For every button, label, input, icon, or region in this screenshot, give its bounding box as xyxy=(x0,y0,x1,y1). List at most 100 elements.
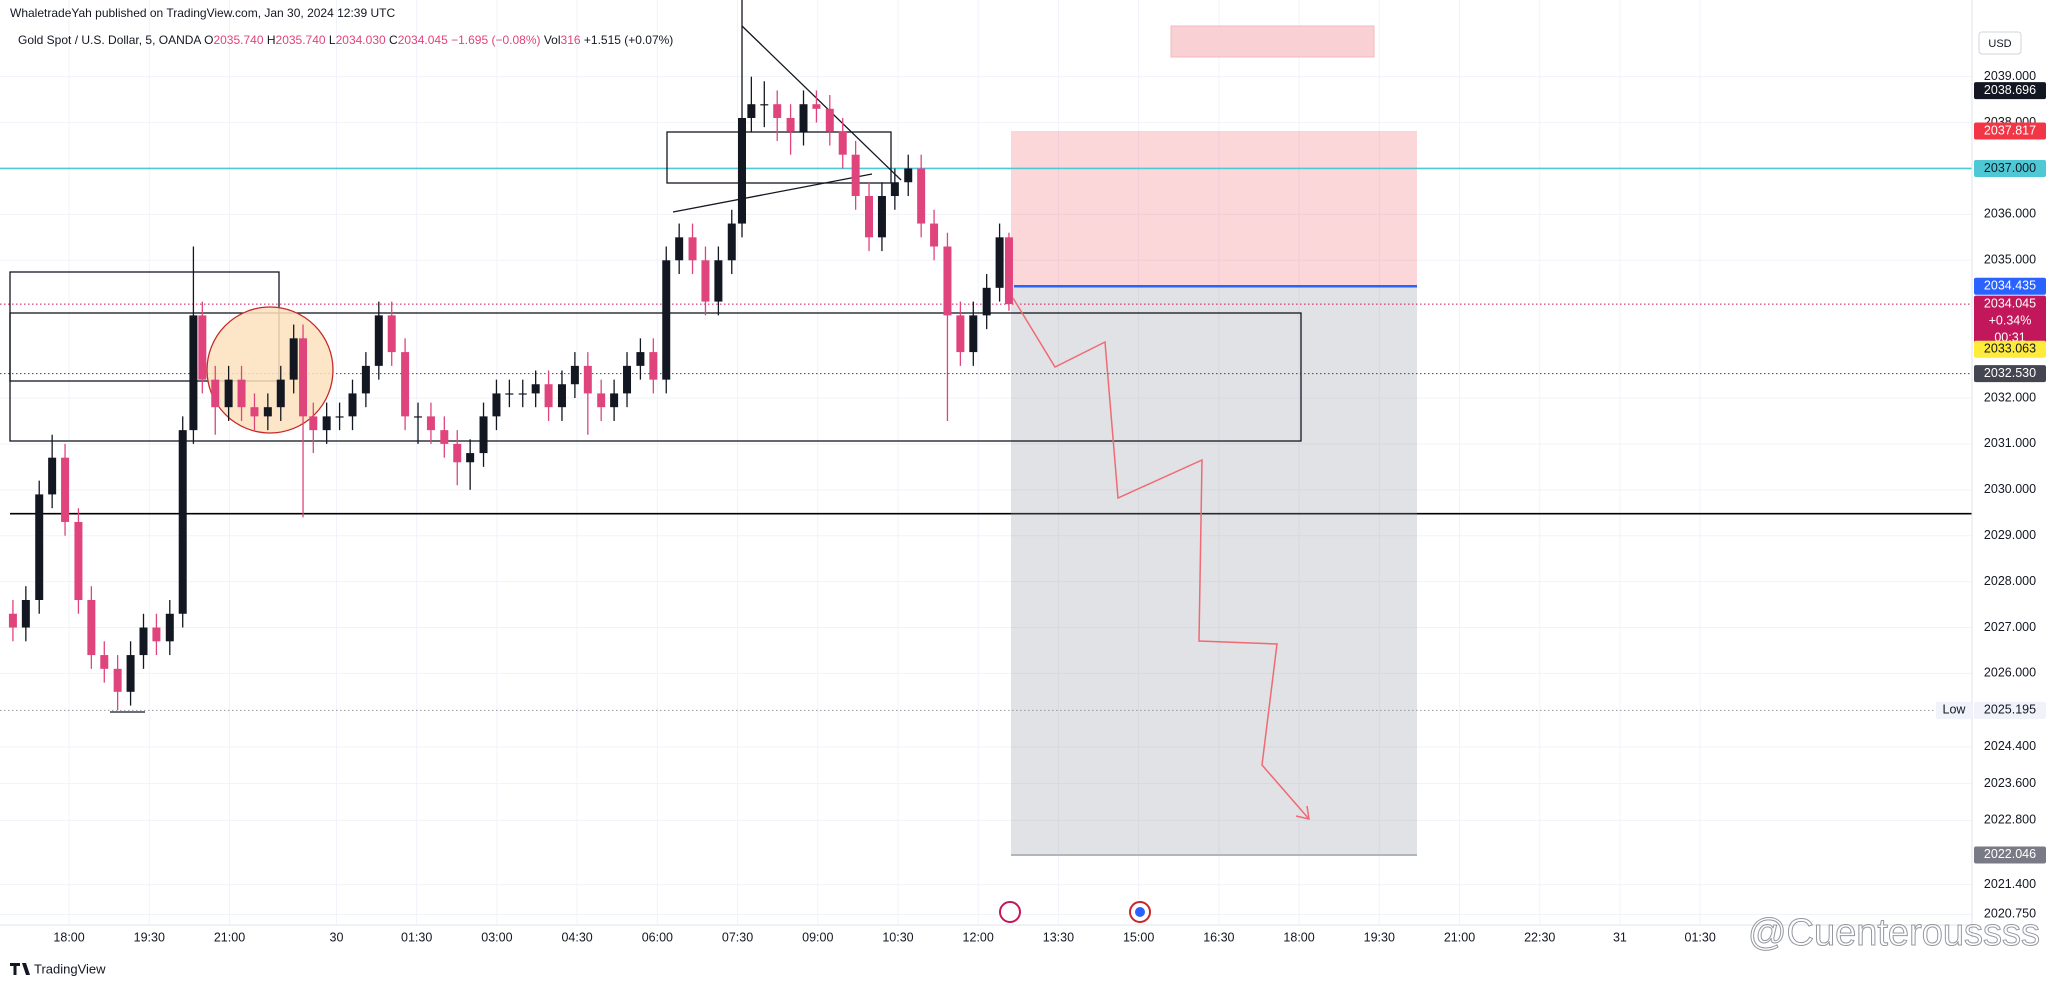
candle-body xyxy=(466,453,475,463)
candle-body xyxy=(662,260,671,380)
candle-body xyxy=(917,168,926,224)
price-marker-tag-label: Low xyxy=(1943,703,1967,717)
candle-body xyxy=(453,443,462,463)
x-tick-label: 22:30 xyxy=(1524,930,1555,944)
x-tick-label: 01:30 xyxy=(1685,930,1716,944)
currency-box xyxy=(1978,31,2022,55)
candle-body xyxy=(995,237,1004,288)
candle-body xyxy=(649,352,658,380)
y-tick-label: 2027.000 xyxy=(1984,620,2036,634)
candle-body xyxy=(414,416,423,418)
price-marker-label: 2022.046 xyxy=(1984,847,2036,861)
grid-layer xyxy=(0,0,1972,925)
price-marker-sublabel: +0.34% xyxy=(1989,313,2032,327)
candle-body xyxy=(877,196,886,238)
candle-body xyxy=(675,237,684,261)
candle-body xyxy=(544,384,553,408)
x-tick-label: 18:00 xyxy=(1283,930,1314,944)
y-tick-label: 2022.800 xyxy=(1984,813,2036,827)
candle-body xyxy=(74,521,83,600)
candles xyxy=(8,0,1013,711)
candle-body xyxy=(583,365,592,394)
legend-key: C xyxy=(389,33,398,47)
candle-body xyxy=(113,668,122,692)
x-tick-label: 16:30 xyxy=(1203,930,1234,944)
candle-body xyxy=(738,117,747,224)
event-icons xyxy=(999,901,1151,923)
price-marker-label: 2037.000 xyxy=(1984,161,2036,175)
candle-body xyxy=(8,613,17,628)
price-marker-label: 2025.195 xyxy=(1984,703,2036,717)
candle-body xyxy=(636,352,645,366)
candle-body xyxy=(727,223,736,261)
candle-body xyxy=(799,104,808,132)
x-tick-label: 09:00 xyxy=(802,930,833,944)
x-tick-label: 04:30 xyxy=(561,930,592,944)
y-tick-label: 2036.000 xyxy=(1984,207,2036,221)
x-tick-label: 10:30 xyxy=(882,930,913,944)
price-marker xyxy=(1974,701,2046,719)
legend-volume-change: +1.515 (+0.07%) xyxy=(584,33,673,47)
candle-body xyxy=(348,393,357,417)
candle-body xyxy=(361,365,370,394)
branding-text: TradingView xyxy=(34,961,106,976)
x-tick-label: 18:00 xyxy=(53,930,84,944)
y-tick-label: 2026.000 xyxy=(1984,666,2036,680)
x-tick-label: 30 xyxy=(330,930,344,944)
publisher-line: WhaletradeYah published on TradingView.c… xyxy=(10,6,395,20)
price-axis xyxy=(1972,0,2048,938)
candle-body xyxy=(786,117,795,132)
candle-body xyxy=(714,260,723,302)
candle-body xyxy=(139,627,148,656)
candle-body xyxy=(773,104,782,118)
y-tick-label: 2039.000 xyxy=(1984,69,2036,83)
price-marker-label: 2038.696 xyxy=(1984,83,2036,97)
watermark: @Cuenteroussss xyxy=(1748,912,2040,954)
candle-body xyxy=(623,365,632,394)
price-marker-label: 2034.435 xyxy=(1984,279,2036,293)
legend-symbol: Gold Spot / U.S. Dollar, 5, OANDA xyxy=(18,33,201,47)
candle-body xyxy=(610,393,619,408)
x-tick-label: 19:30 xyxy=(134,930,165,944)
candle-body xyxy=(387,315,396,353)
candle-body xyxy=(237,379,246,408)
y-tick-label: 2024.400 xyxy=(1984,739,2036,753)
candle-body xyxy=(426,416,435,431)
y-tick-label: 2029.000 xyxy=(1984,528,2036,542)
candle-body xyxy=(335,416,344,418)
y-tick-label: 2035.000 xyxy=(1984,253,2036,267)
candle-body xyxy=(21,599,30,628)
candle-body xyxy=(982,287,991,316)
x-tick-label: 21:00 xyxy=(1444,930,1475,944)
candle-body xyxy=(152,627,161,642)
legend-key: Vol xyxy=(544,33,561,47)
projection xyxy=(1012,297,1310,820)
y-tick-label: 2030.000 xyxy=(1984,482,2036,496)
candle-body xyxy=(87,599,96,656)
candle-body xyxy=(35,494,44,600)
x-tick-label: 15:00 xyxy=(1123,930,1154,944)
candle-body xyxy=(276,379,285,408)
candle-body xyxy=(688,237,697,261)
projection-path xyxy=(1012,297,1310,820)
candle-body xyxy=(401,352,410,417)
candle-body xyxy=(825,108,834,132)
candle-body xyxy=(100,655,109,669)
legend-value: 2034.030 xyxy=(336,33,386,47)
candle-body xyxy=(943,246,952,316)
candle-body xyxy=(812,104,821,109)
price-marker xyxy=(1974,365,2046,383)
candle-body xyxy=(838,131,847,155)
price-marker xyxy=(1974,846,2046,864)
risk-zone xyxy=(1011,130,1417,287)
candle-body xyxy=(322,416,331,431)
y-tick-label: 2032.000 xyxy=(1984,390,2036,404)
y-tick-label: 2023.600 xyxy=(1984,776,2036,790)
candle-body xyxy=(178,430,187,614)
legend-value: 2035.740 xyxy=(213,33,263,47)
trend-line xyxy=(741,25,902,181)
x-tick-label: 19:30 xyxy=(1364,930,1395,944)
legend-value: 2035.740 xyxy=(276,33,326,47)
candle-body xyxy=(211,379,220,408)
